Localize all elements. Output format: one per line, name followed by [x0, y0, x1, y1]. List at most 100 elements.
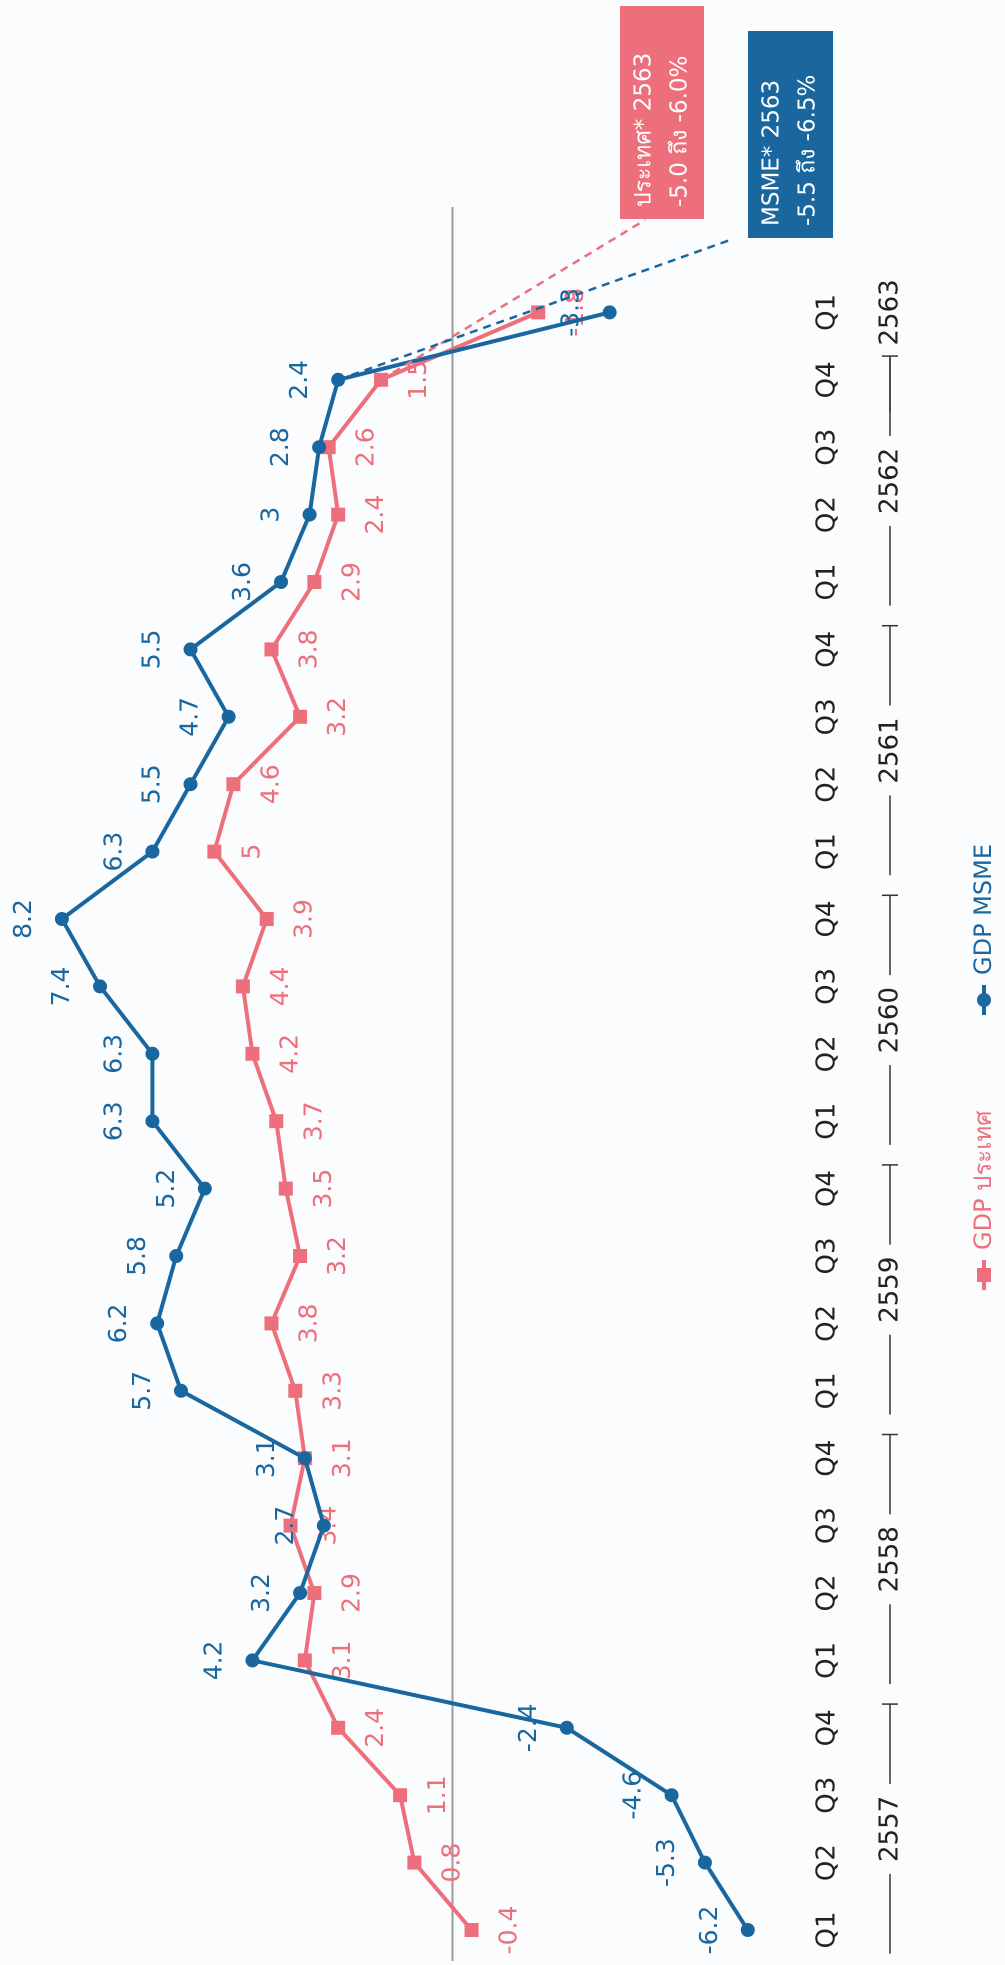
- x-tick-label: Q3: [812, 1507, 842, 1544]
- point: [278, 1181, 293, 1196]
- annotation-text: -5.5 ถึง -6.5%: [795, 75, 821, 226]
- data-label: 2.6: [351, 427, 380, 467]
- data-label: -4.6: [618, 1771, 647, 1820]
- point: [293, 1586, 308, 1600]
- projection-arrow: [380, 218, 646, 381]
- data-label: 5.7: [127, 1371, 156, 1411]
- point: [297, 1653, 312, 1668]
- data-label: 4.4: [265, 967, 294, 1007]
- annotation-box: [620, 6, 704, 219]
- data-label: 4.7: [175, 697, 204, 737]
- data-label: 6.2: [103, 1304, 132, 1344]
- legend-label: GDP ประเทศ: [969, 1111, 997, 1250]
- x-tick-label: Q1: [812, 1103, 842, 1140]
- x-tick-label: Q4: [812, 361, 842, 398]
- data-label: 3.2: [246, 1573, 275, 1613]
- data-label: 8.2: [8, 899, 37, 939]
- x-tick-label: Q1: [812, 294, 842, 331]
- data-label: -0.4: [494, 1906, 523, 1955]
- data-label: 3.1: [327, 1641, 356, 1681]
- point: [235, 979, 250, 994]
- x-tick-label: Q4: [812, 631, 842, 668]
- data-label: 7.4: [46, 967, 75, 1007]
- point: [293, 1249, 308, 1263]
- data-label: -2.4: [513, 1703, 542, 1752]
- point: [312, 440, 327, 455]
- point: [93, 979, 108, 994]
- point: [54, 912, 69, 926]
- data-label: 4.2: [274, 1034, 303, 1074]
- data-label: 2.8: [265, 427, 294, 467]
- x-tick-label: Q4: [812, 1440, 842, 1477]
- x-tick-label: Q1: [812, 833, 842, 870]
- x-tick-label: Q4: [812, 1170, 842, 1207]
- year-label: 2559: [875, 1257, 905, 1323]
- data-label: 1.1: [422, 1775, 451, 1815]
- year-label: 2562: [875, 448, 905, 514]
- point: [245, 1653, 260, 1668]
- point: [183, 777, 198, 792]
- data-label: -6.2: [694, 1906, 723, 1955]
- data-label: 3.9: [289, 899, 318, 939]
- data-label: 3.5: [308, 1169, 337, 1209]
- x-tick-label: Q2: [812, 1574, 842, 1611]
- point: [559, 1720, 574, 1735]
- point: [407, 1855, 422, 1870]
- data-label: 2.7: [270, 1506, 299, 1546]
- data-label: 3.6: [227, 562, 256, 602]
- x-tick-label: Q3: [812, 1777, 842, 1814]
- point: [145, 1046, 160, 1061]
- point: [602, 305, 617, 320]
- data-label: 5.5: [137, 630, 166, 670]
- x-tick-label: Q2: [812, 1305, 842, 1342]
- point: [145, 844, 160, 859]
- point: [531, 305, 546, 320]
- x-tick-label: Q1: [812, 563, 842, 600]
- data-label: 5: [236, 844, 265, 860]
- x-tick-label: Q1: [812, 1372, 842, 1409]
- point: [307, 575, 322, 589]
- data-label: 2.4: [360, 1708, 389, 1748]
- year-label: 2557: [875, 1796, 905, 1862]
- x-tick-label: Q1: [812, 1642, 842, 1679]
- point: [331, 507, 346, 522]
- data-label: 3.7: [298, 1101, 327, 1141]
- x-tick-label: Q2: [812, 766, 842, 803]
- x-tick-label: Q2: [812, 496, 842, 533]
- point: [173, 1383, 188, 1398]
- data-label: 2.9: [336, 1573, 365, 1613]
- x-tick-label: Q3: [812, 1237, 842, 1274]
- point: [664, 1788, 679, 1803]
- data-label: 3.2: [322, 1236, 351, 1276]
- x-tick-label: Q2: [812, 1035, 842, 1072]
- point: [293, 709, 308, 724]
- legend-marker: [977, 993, 991, 1007]
- data-label: 5.2: [151, 1169, 180, 1209]
- point: [183, 642, 198, 657]
- legend-label: GDP MSME: [969, 844, 997, 975]
- x-tick-label: Q4: [812, 900, 842, 937]
- point: [464, 1923, 479, 1937]
- data-label: 3.8: [293, 1304, 322, 1344]
- data-label: 3.2: [322, 697, 351, 737]
- chart-body: Q1 Q2 Q3 Q4 Q1 Q2 Q3 Q4 Q1 Q2 Q3 Q4 Q1 Q2 Q3 Q4 Q1 Q2 Q3 Q4…: [8, 6, 997, 1961]
- point: [307, 1586, 322, 1600]
- x-tick-label: Q3: [812, 968, 842, 1005]
- data-label: 3.1: [251, 1438, 280, 1478]
- point: [226, 777, 241, 792]
- data-label: 4.2: [198, 1641, 227, 1681]
- point: [259, 912, 274, 926]
- year-label: 2558: [875, 1526, 905, 1592]
- point: [740, 1923, 755, 1937]
- point: [393, 1788, 408, 1803]
- data-label: -3.3: [556, 288, 585, 337]
- point: [169, 1249, 184, 1263]
- point: [197, 1181, 212, 1196]
- x-tick-label: Q4: [812, 1709, 842, 1746]
- data-label: 3.8: [293, 630, 322, 670]
- point: [145, 1114, 160, 1129]
- point: [316, 1518, 331, 1533]
- annotation-title: ประเทศ* 2563: [631, 53, 657, 207]
- annotation-text: -5.0 ถึง -6.0%: [667, 56, 693, 207]
